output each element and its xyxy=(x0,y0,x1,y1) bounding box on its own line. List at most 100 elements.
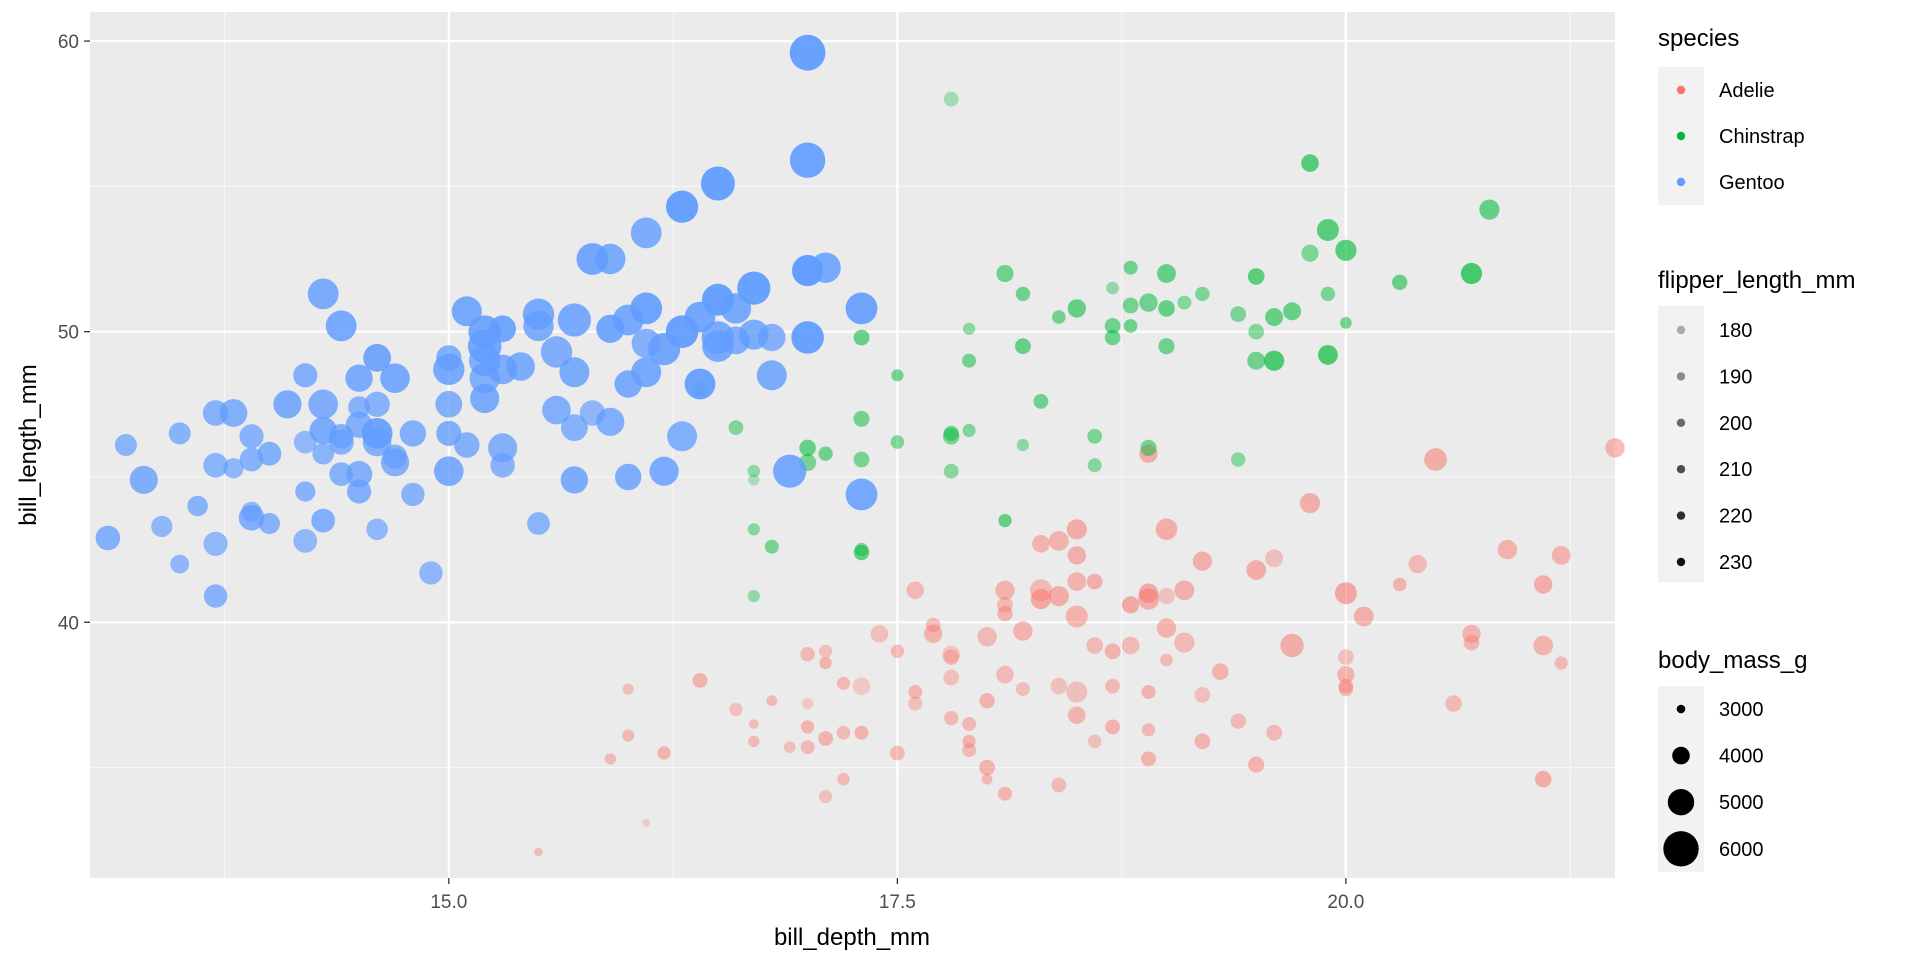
point-gentoo xyxy=(542,395,571,425)
point-gentoo xyxy=(527,512,550,535)
point-adelie xyxy=(801,697,814,710)
legend-key-body-mass xyxy=(1663,831,1699,867)
point-adelie xyxy=(1280,633,1304,658)
point-adelie xyxy=(1554,656,1568,670)
point-gentoo xyxy=(561,414,588,441)
point-gentoo xyxy=(435,390,463,418)
point-chinstrap xyxy=(943,463,959,479)
point-gentoo xyxy=(560,466,589,494)
point-gentoo xyxy=(311,508,336,533)
point-adelie xyxy=(1463,634,1480,651)
point-chinstrap xyxy=(1033,394,1049,409)
point-gentoo xyxy=(363,343,391,372)
point-adelie xyxy=(1160,653,1173,667)
point-chinstrap xyxy=(1106,281,1119,295)
point-chinstrap xyxy=(1248,323,1264,340)
point-adelie xyxy=(1534,575,1553,594)
point-gentoo xyxy=(293,363,318,388)
point-chinstrap xyxy=(1479,199,1500,220)
point-gentoo xyxy=(203,584,228,608)
point-gentoo xyxy=(434,456,464,487)
point-chinstrap xyxy=(1123,319,1138,333)
point-chinstrap xyxy=(1016,438,1029,452)
point-chinstrap xyxy=(1460,262,1483,285)
point-gentoo xyxy=(401,482,425,507)
point-gentoo xyxy=(737,271,771,305)
point-gentoo xyxy=(557,303,592,337)
legend-key-flipper xyxy=(1676,372,1686,381)
point-gentoo xyxy=(631,357,662,388)
point-gentoo xyxy=(129,465,158,494)
point-adelie xyxy=(924,624,943,644)
x-tick-label: 17.5 xyxy=(879,892,916,913)
point-gentoo xyxy=(308,389,339,420)
point-chinstrap xyxy=(1157,264,1176,283)
point-gentoo xyxy=(307,278,339,310)
legend-label: Chinstrap xyxy=(1719,126,1805,148)
point-adelie xyxy=(908,696,923,711)
point-adelie xyxy=(1086,637,1103,654)
point-chinstrap xyxy=(853,451,870,468)
point-adelie xyxy=(1032,535,1050,553)
point-adelie xyxy=(800,647,815,662)
point-chinstrap xyxy=(799,439,816,457)
point-gentoo xyxy=(649,456,679,486)
point-chinstrap xyxy=(853,329,870,346)
x-tick-label: 15.0 xyxy=(430,892,467,913)
point-gentoo xyxy=(273,390,302,419)
point-chinstrap xyxy=(1067,299,1087,318)
point-adelie xyxy=(1337,666,1355,684)
point-chinstrap xyxy=(1139,293,1158,312)
legend-key-body-mass xyxy=(1667,789,1695,816)
point-adelie xyxy=(1212,663,1229,680)
point-gentoo xyxy=(293,529,318,553)
point-chinstrap xyxy=(1104,318,1121,334)
point-adelie xyxy=(622,683,634,695)
point-adelie xyxy=(818,731,833,746)
legend-flipper-keys-bg xyxy=(1658,306,1704,582)
point-adelie xyxy=(1533,635,1554,656)
point-adelie xyxy=(1174,580,1195,601)
point-gentoo xyxy=(488,433,518,463)
point-adelie xyxy=(962,734,976,749)
point-gentoo xyxy=(576,243,609,275)
point-adelie xyxy=(1030,588,1051,610)
legend-label: 4000 xyxy=(1719,746,1764,768)
point-chinstrap xyxy=(1158,338,1175,355)
point-adelie xyxy=(906,581,925,600)
point-gentoo xyxy=(630,292,663,325)
point-adelie xyxy=(943,649,960,665)
legend-label: 220 xyxy=(1719,506,1752,528)
point-adelie xyxy=(996,665,1014,684)
legend-key-flipper xyxy=(1676,465,1686,474)
point-gentoo xyxy=(666,190,699,223)
point-chinstrap xyxy=(854,542,869,557)
point-adelie xyxy=(1066,519,1087,540)
point-adelie xyxy=(1015,682,1030,697)
point-adelie xyxy=(979,759,995,776)
x-tick-label: 20.0 xyxy=(1327,892,1364,913)
point-adelie xyxy=(1462,624,1481,644)
legend-label: 6000 xyxy=(1719,839,1764,861)
point-chinstrap xyxy=(1301,154,1319,172)
point-adelie xyxy=(1353,606,1374,627)
point-adelie xyxy=(819,644,833,658)
point-gentoo xyxy=(700,166,735,201)
legend-body-mass-title: body_mass_g xyxy=(1658,647,1807,674)
point-chinstrap xyxy=(1247,351,1266,370)
x-axis-title: bill_depth_mm xyxy=(774,924,930,951)
point-chinstrap xyxy=(1264,350,1285,371)
point-gentoo xyxy=(114,434,137,456)
point-gentoo xyxy=(596,407,625,436)
point-adelie xyxy=(729,702,743,717)
point-adelie xyxy=(1497,539,1518,560)
point-chinstrap xyxy=(996,264,1014,283)
point-adelie xyxy=(622,729,635,742)
y-tick-label: 40 xyxy=(58,613,79,634)
point-chinstrap xyxy=(1316,219,1339,241)
point-adelie xyxy=(1141,685,1156,699)
point-adelie xyxy=(1534,770,1552,788)
point-adelie xyxy=(1141,723,1156,737)
point-adelie xyxy=(1067,546,1087,565)
legend-label: 180 xyxy=(1719,320,1752,342)
